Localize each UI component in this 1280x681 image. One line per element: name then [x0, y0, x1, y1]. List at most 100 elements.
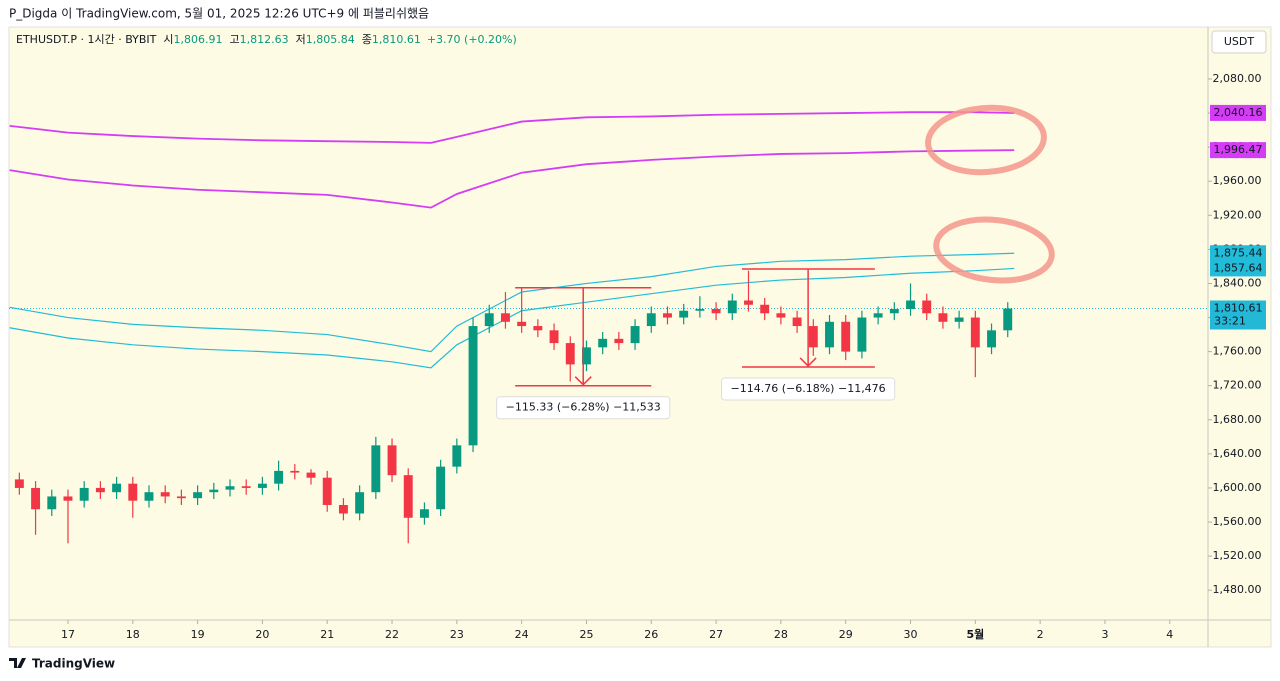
measure-label: −115.33 (−6.28%) −11,533: [506, 401, 661, 414]
y-tick-label: 1,640.00: [1213, 447, 1262, 460]
y-tick-label: 2,080.00: [1213, 72, 1262, 85]
candle-body: [500, 313, 510, 322]
x-tick-label: 28: [774, 628, 788, 641]
candle-body: [792, 317, 802, 327]
candle-body: [144, 492, 154, 501]
candle-body: [338, 504, 348, 514]
candle-body: [128, 483, 138, 501]
candle-body: [403, 475, 413, 518]
candle-body: [160, 492, 170, 497]
legend-label: 종: [362, 33, 372, 46]
candle-body: [290, 470, 300, 473]
highlight-circle: [933, 216, 1055, 284]
header-text: P_Digda 이 TradingView.com, 5월 01, 2025 1…: [9, 7, 429, 21]
candle-body: [938, 313, 948, 322]
x-tick-label: 19: [191, 628, 205, 641]
x-tick-label: 21: [320, 628, 334, 641]
measure-arrowhead: [574, 376, 592, 386]
y-tick-label: 1,520.00: [1213, 549, 1262, 562]
candle-body: [517, 321, 527, 327]
y-tick-label: 1,960.00: [1213, 174, 1262, 187]
candle-body: [614, 338, 624, 344]
candle-body: [387, 445, 397, 476]
candle-body: [889, 309, 899, 314]
candle-body: [241, 486, 251, 488]
legend-label: 고: [230, 33, 240, 46]
candle-body: [112, 483, 122, 493]
candle-body: [484, 313, 494, 327]
legend: ETHUSDT.P · 1시간 · BYBIT 시1,806.91 고1,812.6…: [16, 33, 517, 46]
x-tick-label: 5월: [966, 627, 984, 641]
highlight-circle: [925, 104, 1047, 176]
candle-body: [95, 487, 105, 493]
candle-body: [841, 321, 851, 352]
candle-body: [436, 466, 446, 510]
band-price-box: [1210, 260, 1266, 277]
band-price-box: [1210, 142, 1266, 159]
candle-body: [31, 487, 41, 510]
candle-body: [63, 496, 73, 501]
candle-body: [225, 486, 235, 490]
candle-body: [857, 317, 867, 352]
price-box: [1210, 300, 1266, 330]
candle-body: [630, 326, 640, 344]
x-tick-label: 3: [1101, 628, 1108, 641]
chart-panel: [8, 26, 1272, 648]
x-tick-label: 22: [385, 628, 399, 641]
legend-value: 1,812.63: [240, 33, 289, 46]
measure-label-box: [496, 396, 671, 420]
legend-label: 시: [163, 33, 173, 46]
candle-body: [274, 470, 284, 484]
candle-body: [760, 304, 770, 314]
legend-value: 1,805.84: [306, 33, 355, 46]
candle-body: [695, 309, 705, 311]
band-price-label: 1,857.64: [1214, 261, 1263, 274]
candle-body: [355, 492, 365, 514]
currency-box: [1211, 30, 1267, 54]
x-tick-label: 26: [644, 628, 658, 641]
legend-label: 저: [296, 33, 306, 46]
y-tick-label: 1,760.00: [1213, 345, 1262, 358]
footer-logo: [9, 658, 26, 668]
x-tick-label: 24: [515, 628, 529, 641]
candle-body: [873, 313, 883, 318]
x-tick-label: 30: [904, 628, 918, 641]
candle-body: [193, 492, 203, 499]
price-countdown: 33:21: [1214, 314, 1246, 327]
candle-body: [711, 309, 721, 314]
candle-body: [176, 496, 186, 499]
measure-arrowhead: [799, 357, 817, 368]
legend-symbol: ETHUSDT.P · 1시간 · BYBIT: [16, 33, 157, 46]
candle-body: [322, 477, 332, 505]
candle-body: [565, 343, 575, 365]
y-tick-label: 1,480.00: [1213, 583, 1262, 596]
x-tick-label: 4: [1166, 628, 1173, 641]
candle-body: [371, 445, 381, 493]
candle-body: [1003, 308, 1013, 331]
candle-body: [582, 347, 591, 365]
x-tick-label: 2: [1037, 628, 1044, 641]
band-price-box: [1210, 104, 1266, 121]
candle-body: [679, 310, 689, 318]
band-price-label: 1,875.44: [1214, 246, 1263, 259]
band-line: [9, 111, 1015, 144]
candle-body: [598, 338, 608, 348]
logo-icon: [9, 658, 26, 668]
x-tick-label: 25: [579, 628, 593, 641]
legend-value: 1,806.91: [174, 33, 223, 46]
candle-body: [663, 313, 672, 318]
candle-body: [14, 479, 24, 488]
candle-body: [468, 326, 478, 446]
candle-body: [922, 300, 932, 314]
band-price-label: 1,996.47: [1214, 143, 1263, 156]
candle-body: [419, 509, 429, 518]
y-tick-label: 1,680.00: [1213, 413, 1262, 426]
y-tick-label: 1,560.00: [1213, 515, 1262, 528]
y-tick-label: 1,920.00: [1213, 208, 1262, 221]
x-tick-label: 18: [126, 628, 140, 641]
candle-body: [257, 483, 267, 488]
candle-body: [954, 317, 964, 322]
x-tick-label: 23: [450, 628, 464, 641]
